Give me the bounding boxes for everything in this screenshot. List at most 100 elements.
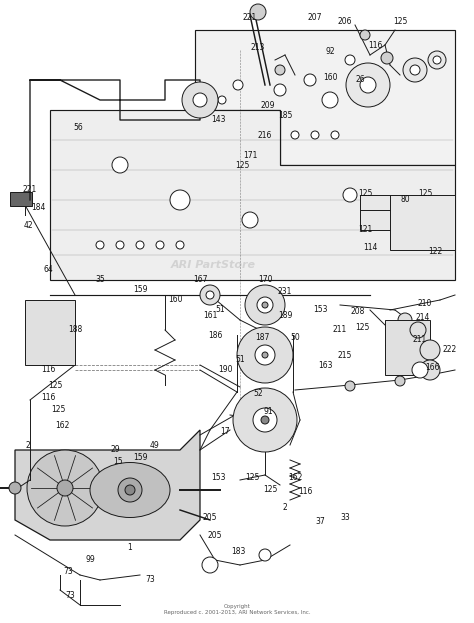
Text: 163: 163 <box>318 361 332 369</box>
Text: 185: 185 <box>278 110 292 120</box>
Circle shape <box>182 82 218 118</box>
Circle shape <box>420 340 440 360</box>
Text: 211: 211 <box>413 336 427 345</box>
Circle shape <box>420 360 440 380</box>
Text: 26: 26 <box>355 75 365 85</box>
Text: 186: 186 <box>208 330 222 340</box>
Circle shape <box>360 77 376 93</box>
Circle shape <box>250 4 266 20</box>
Text: 125: 125 <box>48 381 62 389</box>
Text: 167: 167 <box>193 275 207 285</box>
Text: 166: 166 <box>425 363 439 373</box>
Text: 159: 159 <box>133 454 147 462</box>
Text: 214: 214 <box>416 313 430 323</box>
Text: 160: 160 <box>323 74 337 82</box>
Text: 92: 92 <box>325 47 335 57</box>
Text: 221: 221 <box>23 186 37 194</box>
Text: 209: 209 <box>261 100 275 110</box>
Circle shape <box>304 74 316 86</box>
Circle shape <box>381 52 393 64</box>
Polygon shape <box>50 110 455 280</box>
Circle shape <box>156 241 164 249</box>
Text: 116: 116 <box>368 40 382 49</box>
Text: 17: 17 <box>220 427 230 437</box>
Circle shape <box>233 80 243 90</box>
Text: 116: 116 <box>298 488 312 497</box>
Text: 187: 187 <box>255 333 269 341</box>
Text: 116: 116 <box>41 366 55 374</box>
Circle shape <box>112 157 128 173</box>
Circle shape <box>218 96 226 104</box>
Circle shape <box>360 30 370 40</box>
Text: 143: 143 <box>211 115 225 125</box>
Text: 222: 222 <box>443 346 457 354</box>
Text: 208: 208 <box>351 308 365 316</box>
Text: 161: 161 <box>203 310 217 320</box>
Text: 231: 231 <box>278 287 292 297</box>
Circle shape <box>322 92 338 108</box>
Text: 125: 125 <box>51 406 65 414</box>
Circle shape <box>176 241 184 249</box>
Circle shape <box>257 297 273 313</box>
Text: 216: 216 <box>258 130 272 140</box>
Text: 171: 171 <box>243 151 257 159</box>
Text: 215: 215 <box>338 351 352 359</box>
Text: 116: 116 <box>41 394 55 402</box>
Circle shape <box>274 84 286 96</box>
Circle shape <box>331 131 339 139</box>
Text: 49: 49 <box>150 440 160 450</box>
Text: 50: 50 <box>290 333 300 343</box>
Text: 56: 56 <box>73 123 83 133</box>
Text: 184: 184 <box>31 204 45 212</box>
Circle shape <box>395 376 405 386</box>
Text: 51: 51 <box>235 356 245 364</box>
Circle shape <box>275 65 285 75</box>
Text: 122: 122 <box>428 247 442 257</box>
Circle shape <box>9 482 21 494</box>
Circle shape <box>253 408 277 432</box>
Circle shape <box>118 478 142 502</box>
Circle shape <box>428 51 446 69</box>
Text: 80: 80 <box>400 196 410 204</box>
Circle shape <box>245 285 285 325</box>
Text: 162: 162 <box>55 421 69 429</box>
Circle shape <box>206 291 214 299</box>
Circle shape <box>398 313 412 327</box>
Ellipse shape <box>90 462 170 518</box>
Text: 42: 42 <box>23 221 33 229</box>
Circle shape <box>433 56 441 64</box>
Circle shape <box>346 63 390 107</box>
Text: 64: 64 <box>43 265 53 275</box>
Text: 2: 2 <box>26 440 30 450</box>
Text: 125: 125 <box>358 189 372 197</box>
Circle shape <box>345 55 355 65</box>
Circle shape <box>233 388 297 452</box>
Polygon shape <box>360 195 455 250</box>
Circle shape <box>311 131 319 139</box>
Circle shape <box>262 352 268 358</box>
Text: 125: 125 <box>263 485 277 495</box>
Circle shape <box>57 480 73 496</box>
Text: 190: 190 <box>218 366 232 374</box>
Text: 205: 205 <box>208 531 222 540</box>
Text: 73: 73 <box>145 576 155 584</box>
Bar <box>25 300 75 365</box>
Text: 73: 73 <box>65 591 75 599</box>
Text: 183: 183 <box>231 548 245 556</box>
Circle shape <box>96 241 104 249</box>
Circle shape <box>345 381 355 391</box>
Text: 125: 125 <box>418 189 432 197</box>
Text: 153: 153 <box>211 473 225 482</box>
Circle shape <box>136 241 144 249</box>
Text: 51: 51 <box>215 305 225 315</box>
Circle shape <box>259 549 271 561</box>
Circle shape <box>343 188 357 202</box>
Polygon shape <box>15 430 200 540</box>
Circle shape <box>255 345 275 365</box>
Circle shape <box>27 450 103 526</box>
Circle shape <box>262 302 268 308</box>
Polygon shape <box>195 30 455 165</box>
Text: 1: 1 <box>128 543 132 553</box>
Text: 33: 33 <box>340 513 350 523</box>
Text: 114: 114 <box>363 244 377 252</box>
